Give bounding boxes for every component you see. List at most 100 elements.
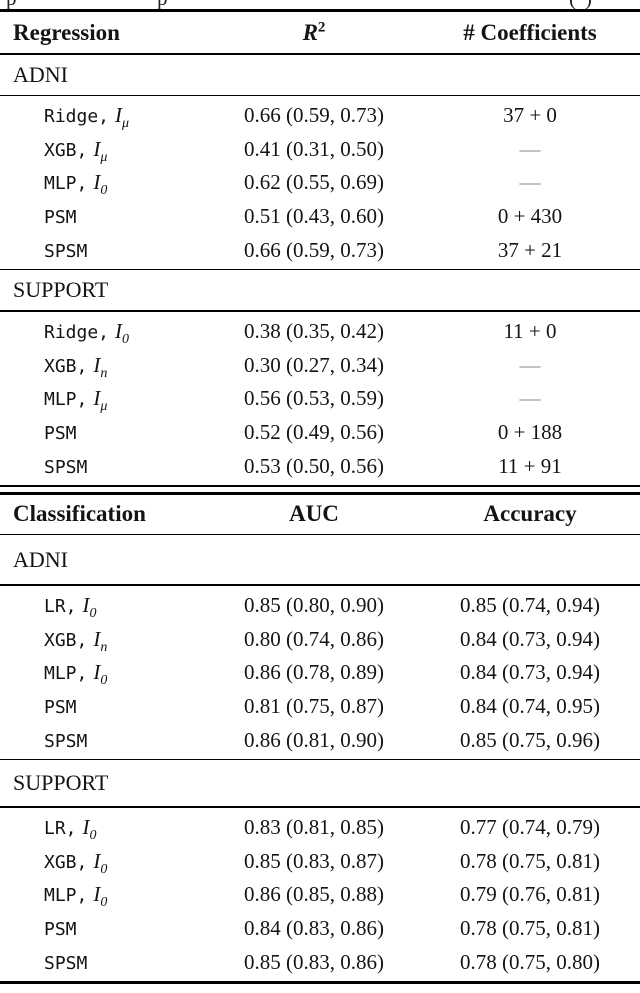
classification-header-row: Classification AUC Accuracy [0, 495, 640, 534]
accuracy-value: 0.78 (0.75, 0.81) [460, 915, 600, 940]
model-name: MLP, [44, 663, 88, 685]
r2-value: 0.53 (0.50, 0.56) [244, 453, 384, 478]
r2-value: 0.66 (0.59, 0.73) [244, 237, 384, 262]
mid-rule [0, 310, 640, 312]
model-name: XGB, [44, 355, 88, 377]
r2-value: 0.41 (0.31, 0.50) [244, 136, 384, 161]
table-row: LR, I0 0.85 (0.80, 0.90) 0.85 (0.74, 0.94… [0, 589, 640, 623]
table-row: XGB, In 0.80 (0.74, 0.86) 0.84 (0.73, 0.9… [0, 623, 640, 657]
accuracy-value: 0.84 (0.73, 0.94) [460, 626, 600, 651]
accuracy-value: 0.78 (0.75, 0.81) [460, 848, 600, 873]
auc-value: 0.81 (0.75, 0.87) [244, 694, 384, 719]
table-row: XGB, Iμ 0.41 (0.31, 0.50) — [0, 133, 640, 167]
r2-value: 0.56 (0.53, 0.59) [244, 386, 384, 411]
auc-value: 0.85 (0.83, 0.86) [244, 949, 384, 974]
table-row: MLP, I0 0.86 (0.85, 0.88) 0.79 (0.76, 0.8… [0, 878, 640, 912]
dataset-label-adni: ADNI [13, 61, 68, 87]
coefficients-value: 11 + 91 [498, 453, 562, 478]
model-name: SPSM [44, 240, 88, 262]
table-row: LR, I0 0.83 (0.81, 0.85) 0.77 (0.74, 0.79… [0, 811, 640, 845]
coefficients-value: 0 + 188 [497, 420, 563, 445]
coefficients-value: — [519, 386, 541, 411]
r2-value: 0.62 (0.55, 0.69) [244, 170, 384, 195]
model-name: Ridge, [44, 322, 110, 344]
model-name: MLP, [44, 389, 88, 411]
caption-fragment: p [157, 0, 168, 9]
classification-header: Classification [13, 501, 146, 527]
model-name: MLP, [44, 173, 88, 195]
r-squared-header: R2 [302, 19, 326, 45]
table-row: SPSM 0.85 (0.83, 0.86) 0.78 (0.75, 0.80) [0, 945, 640, 979]
table-row: MLP, I0 0.86 (0.78, 0.89) 0.84 (0.73, 0.9… [0, 656, 640, 690]
accuracy-value: 0.85 (0.74, 0.94) [460, 593, 600, 618]
mid-rule [0, 94, 640, 96]
index-variable: I0 [82, 815, 97, 844]
index-variable: Iμ [115, 103, 130, 132]
dataset-label-adni: ADNI [13, 546, 68, 572]
table-row: PSM 0.81 (0.75, 0.87) 0.84 (0.74, 0.95) [0, 690, 640, 724]
table-row: Ridge, Iμ 0.66 (0.59, 0.73) 37 + 0 [0, 99, 640, 133]
coefficients-value: — [519, 352, 541, 377]
top-rule [0, 9, 640, 12]
caption-fragment: p [6, 0, 17, 9]
dataset-group-row: SUPPORT [0, 760, 640, 806]
model-name: PSM [44, 918, 77, 940]
regression-adni-rows: Ridge, Iμ 0.66 (0.59, 0.73) 37 + 0 XGB, Iμ… [0, 96, 640, 269]
model-name: LR, [44, 596, 77, 618]
r2-value: 0.52 (0.49, 0.56) [244, 420, 384, 445]
index-variable: I0 [82, 593, 97, 622]
auc-value: 0.86 (0.85, 0.88) [244, 882, 384, 907]
regression-table: Regression R2 # Coefficients ADNI Ridge,… [0, 9, 640, 488]
accuracy-value: 0.78 (0.75, 0.80) [460, 949, 600, 974]
table-row: XGB, In 0.30 (0.27, 0.34) — [0, 349, 640, 383]
dataset-label-support: SUPPORT [13, 277, 109, 303]
auc-value: 0.80 (0.74, 0.86) [244, 626, 384, 651]
model-name: MLP, [44, 885, 88, 907]
accuracy-header: Accuracy [483, 501, 577, 527]
table-row: XGB, I0 0.85 (0.83, 0.87) 0.78 (0.75, 0.8… [0, 845, 640, 879]
num-coefficients-header: # Coefficients [463, 19, 597, 45]
coefficients-value: 11 + 0 [503, 319, 557, 344]
r2-value: 0.66 (0.59, 0.73) [244, 103, 384, 128]
auc-value: 0.86 (0.81, 0.90) [244, 727, 384, 752]
index-variable: I0 [93, 660, 108, 689]
model-name: PSM [44, 423, 77, 445]
index-variable: I0 [93, 882, 108, 911]
auc-header: AUC [289, 501, 339, 527]
caption-fragment: ( [569, 0, 576, 9]
accuracy-value: 0.84 (0.73, 0.94) [460, 660, 600, 685]
table-row: Ridge, I0 0.38 (0.35, 0.42) 11 + 0 [0, 315, 640, 349]
index-variable: I0 [93, 170, 108, 199]
r2-value: 0.30 (0.27, 0.34) [244, 352, 384, 377]
mid-rule [0, 806, 640, 808]
model-name: SPSM [44, 952, 88, 974]
model-name: XGB, [44, 139, 88, 161]
table-row: PSM 0.84 (0.83, 0.86) 0.78 (0.75, 0.81) [0, 912, 640, 946]
caption-fragment: ) [585, 0, 592, 9]
mid-rule [0, 758, 640, 761]
model-name: SPSM [44, 456, 88, 478]
index-variable: Iμ [93, 136, 108, 166]
auc-value: 0.86 (0.78, 0.89) [244, 660, 384, 685]
mid-rule [0, 53, 640, 55]
regression-header: Regression [13, 19, 120, 45]
accuracy-value: 0.84 (0.74, 0.95) [460, 694, 600, 719]
top-rule [0, 492, 640, 495]
accuracy-value: 0.77 (0.74, 0.79) [460, 815, 600, 840]
coefficients-value: 37 + 0 [503, 103, 557, 128]
coefficients-value: — [519, 170, 541, 195]
index-variable: In [93, 352, 108, 382]
model-name: Ridge, [44, 106, 110, 128]
index-variable: I0 [115, 319, 130, 348]
model-name: XGB, [44, 851, 88, 873]
dataset-label-support: SUPPORT [13, 770, 109, 796]
table-row: PSM 0.52 (0.49, 0.56) 0 + 188 [0, 416, 640, 450]
classification-table: Classification AUC Accuracy ADNI LR, I0 0… [0, 492, 640, 984]
model-name: PSM [44, 207, 77, 229]
table-row: MLP, Iμ 0.56 (0.53, 0.59) — [0, 382, 640, 416]
classification-support-rows: LR, I0 0.83 (0.81, 0.85) 0.77 (0.74, 0.79… [0, 808, 640, 981]
model-name: SPSM [44, 730, 88, 752]
table-row: PSM 0.51 (0.43, 0.60) 0 + 430 [0, 200, 640, 234]
auc-value: 0.84 (0.83, 0.86) [244, 915, 384, 940]
dataset-group-row: ADNI [0, 55, 640, 95]
